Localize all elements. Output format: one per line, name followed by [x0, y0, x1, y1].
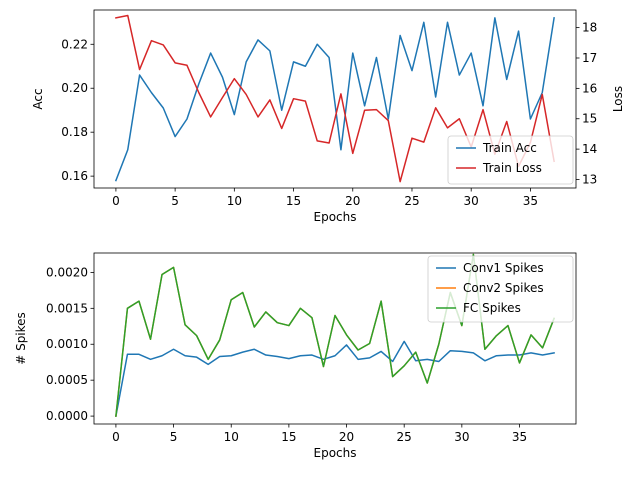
x-tick-label: 10 [227, 194, 242, 208]
x-tick-label: 30 [454, 430, 469, 444]
y-tick-label: 0.20 [61, 81, 88, 95]
y-right-tick-label: 16 [582, 81, 597, 95]
x-tick-label: 5 [170, 430, 178, 444]
y-tick-label: 0.0020 [46, 265, 88, 279]
series-line-train-acc [114, 17, 555, 182]
x-tick-label: 10 [224, 430, 239, 444]
legend-entry-conv1-spikes: Conv1 Spikes [463, 261, 544, 275]
y-tick-label: 0.22 [61, 37, 88, 51]
y-right-tick-label: 15 [582, 112, 597, 126]
axes-frame [93, 252, 577, 425]
spikes-chart: 0 5 10 15 20 25 30 35 0.0000 0.0005 0.0010 0.0015 0.… [14, 252, 577, 460]
y-axis-label: # Spikes [14, 312, 28, 365]
y-right-tick-label: 13 [582, 172, 597, 186]
x-tick-label: 35 [512, 430, 527, 444]
y-tick-label: 0.0015 [46, 301, 88, 315]
y-tick-label: 0.0010 [46, 337, 88, 351]
x-tick-label: 20 [345, 194, 360, 208]
legend-box [427, 255, 574, 323]
y-right-tick-label: 18 [582, 21, 597, 35]
y-right-tick-label: 14 [582, 142, 597, 156]
y-right-axis-label: Loss [611, 86, 625, 112]
y-tick-label: 0.18 [61, 125, 88, 139]
accuracy-loss-chart: 0 5 10 15 20 25 30 35 0.16 0.18 0.20 0.22 13 14 15 16 17… [31, 9, 625, 224]
x-tick-label: 25 [404, 194, 419, 208]
x-axis-label: Epochs [314, 210, 357, 224]
x-tick-label: 0 [112, 194, 120, 208]
legend-entry-conv2-spikes: Conv2 Spikes [463, 281, 544, 295]
y-right-tick-label: 17 [582, 51, 597, 65]
x-tick-label: 5 [171, 194, 179, 208]
x-tick-label: 35 [523, 194, 538, 208]
series-line-conv1-spikes [115, 340, 555, 417]
y-tick-label: 0.0000 [46, 409, 88, 423]
x-tick-label: 0 [112, 430, 120, 444]
x-axis-label: Epochs [314, 446, 357, 460]
legend-entry-train-loss: Train Loss [482, 161, 542, 175]
y-tick-label: 0.0005 [46, 373, 88, 387]
x-tick-label: 25 [397, 430, 412, 444]
x-tick-label: 30 [464, 194, 479, 208]
x-tick-label: 15 [281, 430, 296, 444]
x-tick-label: 15 [286, 194, 301, 208]
x-tick-label: 20 [339, 430, 354, 444]
y-axis-label: Acc [31, 88, 45, 109]
axes-frame [93, 9, 577, 189]
y-tick-label: 0.16 [61, 169, 88, 183]
legend-entry-train-acc: Train Acc [482, 141, 537, 155]
series-line-train-loss [115, 14, 555, 183]
legend-entry-fc-spikes: FC Spikes [463, 301, 521, 315]
legend-box [447, 135, 574, 185]
